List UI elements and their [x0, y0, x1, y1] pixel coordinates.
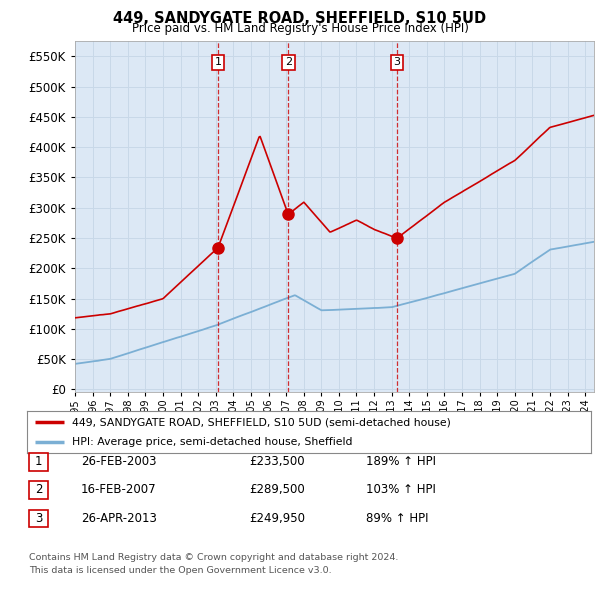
Text: 1: 1 — [214, 57, 221, 67]
Text: 3: 3 — [393, 57, 400, 67]
Text: 3: 3 — [35, 512, 42, 525]
Text: 103% ↑ HPI: 103% ↑ HPI — [366, 483, 436, 496]
Text: 26-FEB-2003: 26-FEB-2003 — [81, 455, 157, 468]
Text: £289,500: £289,500 — [249, 483, 305, 496]
Text: 189% ↑ HPI: 189% ↑ HPI — [366, 455, 436, 468]
Text: 89% ↑ HPI: 89% ↑ HPI — [366, 512, 428, 525]
Text: 2: 2 — [284, 57, 292, 67]
Text: 449, SANDYGATE ROAD, SHEFFIELD, S10 5UD: 449, SANDYGATE ROAD, SHEFFIELD, S10 5UD — [113, 11, 487, 25]
Text: 1: 1 — [35, 455, 42, 468]
Text: This data is licensed under the Open Government Licence v3.0.: This data is licensed under the Open Gov… — [29, 566, 331, 575]
Text: Price paid vs. HM Land Registry's House Price Index (HPI): Price paid vs. HM Land Registry's House … — [131, 22, 469, 35]
Text: 26-APR-2013: 26-APR-2013 — [81, 512, 157, 525]
Text: Contains HM Land Registry data © Crown copyright and database right 2024.: Contains HM Land Registry data © Crown c… — [29, 553, 398, 562]
Text: HPI: Average price, semi-detached house, Sheffield: HPI: Average price, semi-detached house,… — [72, 437, 353, 447]
Text: £249,950: £249,950 — [249, 512, 305, 525]
Text: 16-FEB-2007: 16-FEB-2007 — [81, 483, 157, 496]
Text: £233,500: £233,500 — [249, 455, 305, 468]
Text: 2: 2 — [35, 483, 42, 496]
Text: 449, SANDYGATE ROAD, SHEFFIELD, S10 5UD (semi-detached house): 449, SANDYGATE ROAD, SHEFFIELD, S10 5UD … — [72, 417, 451, 427]
